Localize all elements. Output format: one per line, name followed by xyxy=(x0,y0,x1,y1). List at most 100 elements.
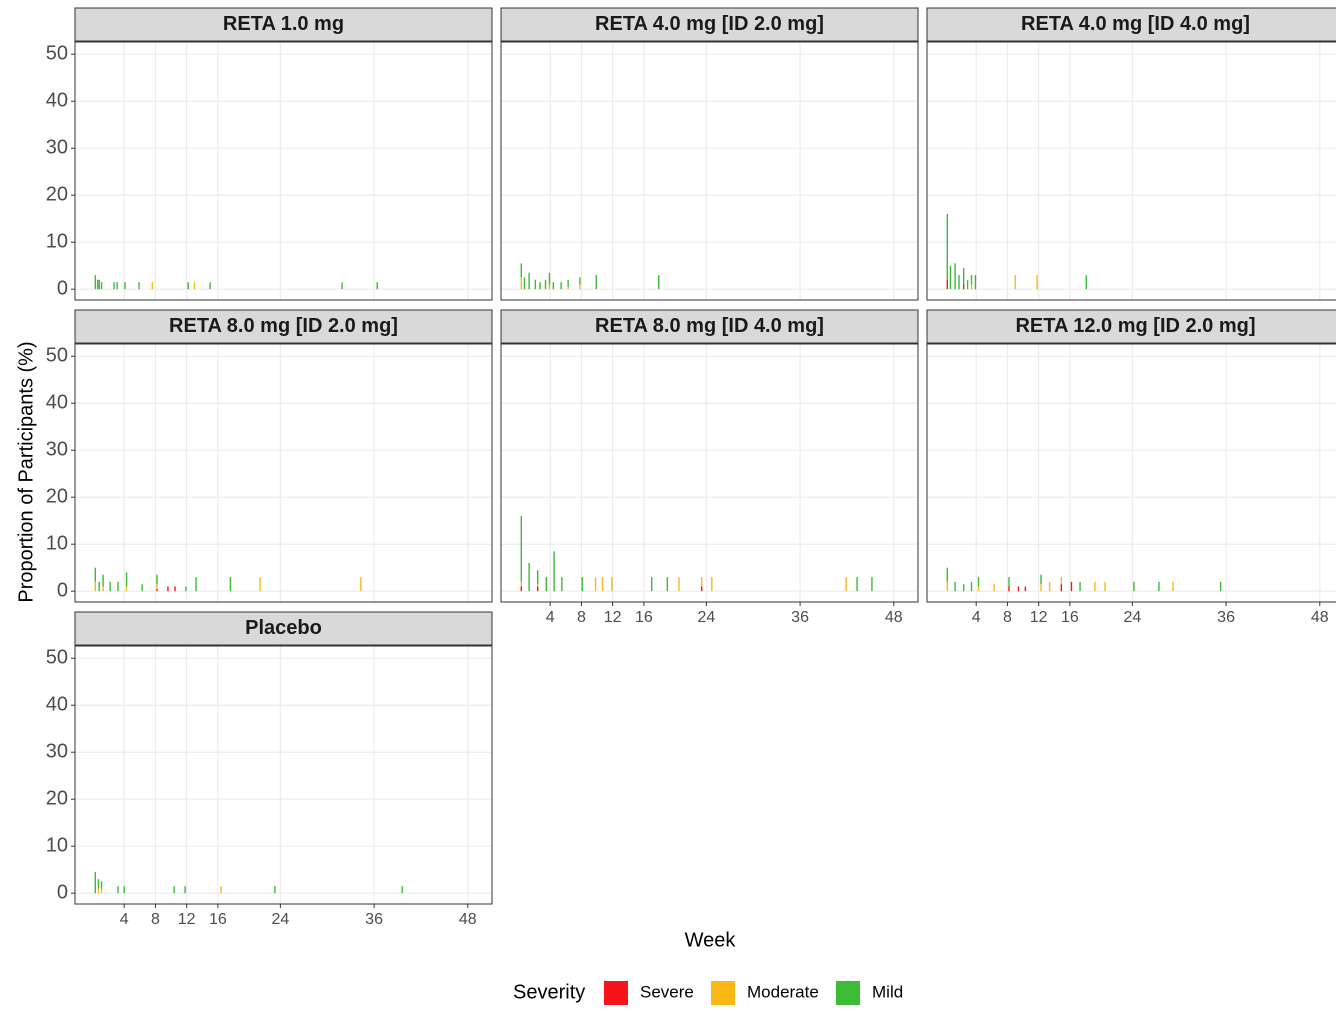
bar-segment xyxy=(109,581,111,592)
strip xyxy=(926,7,1336,42)
bar-segment xyxy=(98,581,100,592)
bar-segment xyxy=(1070,581,1073,592)
bar-segment xyxy=(700,577,703,587)
bar-segment xyxy=(100,282,103,290)
y-tick-label: 10 xyxy=(46,230,68,252)
bar-segment xyxy=(520,516,523,582)
bar-segment xyxy=(209,282,211,290)
y-tick-label: 20 xyxy=(46,183,68,205)
bar-segment xyxy=(96,279,99,290)
bar-segment xyxy=(537,584,539,587)
bar-segment xyxy=(138,282,140,290)
x-tick-label: 12 xyxy=(604,609,622,626)
bar-segment xyxy=(195,577,197,592)
bar-segment xyxy=(966,279,969,290)
panel-border xyxy=(74,41,493,301)
bar-segment xyxy=(579,277,581,285)
bar-segment xyxy=(1133,581,1135,592)
bar-segment xyxy=(954,263,956,290)
y-tick-label: 20 xyxy=(46,787,68,809)
y-tick-label: 50 xyxy=(46,646,68,668)
bar-segment xyxy=(117,886,119,894)
bar-segment xyxy=(1024,586,1027,592)
legend-swatch xyxy=(604,981,628,1005)
bar-segment xyxy=(658,275,660,290)
bar-segment xyxy=(711,577,713,592)
bar-segment xyxy=(595,275,597,290)
bar-segment xyxy=(376,282,378,290)
bar-segment xyxy=(579,284,581,290)
bar-segment xyxy=(341,282,343,290)
bar-segment xyxy=(970,284,973,290)
bar-segment xyxy=(1158,581,1160,592)
panel-title: RETA 4.0 mg [ID 2.0 mg] xyxy=(595,13,824,35)
panel-bg xyxy=(501,42,918,300)
bar-segment xyxy=(651,577,653,592)
panel-bg xyxy=(75,646,492,904)
bar-segment xyxy=(977,577,980,587)
bar-segment xyxy=(548,284,551,290)
bar-segment xyxy=(993,584,995,592)
bar-segment xyxy=(1048,581,1051,592)
y-tick-label: 50 xyxy=(46,344,68,366)
x-tick-label: 24 xyxy=(1123,609,1141,626)
bar-segment xyxy=(116,282,118,290)
bar-segment xyxy=(125,572,128,587)
bar-segment xyxy=(520,263,523,278)
bar-segment xyxy=(581,577,583,592)
bar-segment xyxy=(963,268,965,285)
x-tick-label: 4 xyxy=(972,609,981,626)
x-tick-label: 24 xyxy=(271,911,289,928)
bar-segment xyxy=(611,577,613,592)
panel-border xyxy=(500,41,919,301)
bar-segment xyxy=(100,881,103,889)
x-tick-label: 16 xyxy=(1061,609,1079,626)
bar-segment xyxy=(949,265,952,290)
y-tick-label: 30 xyxy=(46,740,68,762)
bar-segment xyxy=(141,584,143,592)
panel-border xyxy=(926,41,1336,301)
bar-segment xyxy=(1094,581,1096,592)
bar-segment xyxy=(94,872,97,894)
x-tick-label: 36 xyxy=(365,911,383,928)
bar-segment xyxy=(977,586,980,592)
bar-segment xyxy=(156,574,158,585)
bar-segment xyxy=(1036,275,1038,290)
bar-segment xyxy=(963,584,965,592)
bar-segment xyxy=(970,275,973,285)
bar-segment xyxy=(970,581,973,592)
bar-segment xyxy=(537,586,539,592)
bar-segment xyxy=(97,879,100,889)
x-tick-label: 48 xyxy=(885,609,903,626)
bar-segment xyxy=(520,277,523,290)
strip xyxy=(74,7,493,42)
panel-bg xyxy=(75,344,492,602)
y-axis-label: Proportion of Participants (%) xyxy=(15,341,37,602)
bar-segment xyxy=(1040,574,1042,585)
y-tick-label: 0 xyxy=(57,277,68,299)
bar-segment xyxy=(124,282,126,290)
y-tick-label: 10 xyxy=(46,834,68,856)
legend-label: Severe xyxy=(640,982,694,1001)
bar-segment xyxy=(678,577,680,592)
y-tick-label: 0 xyxy=(57,881,68,903)
bar-segment xyxy=(167,586,169,592)
bar-segment xyxy=(946,567,949,582)
bar-segment xyxy=(601,577,604,592)
panel-title: RETA 8.0 mg [ID 2.0 mg] xyxy=(169,315,398,337)
strip xyxy=(74,309,493,344)
panel-border xyxy=(926,343,1336,603)
bar-segment xyxy=(700,586,703,592)
bar-segment xyxy=(100,888,103,894)
bar-segment xyxy=(871,577,873,592)
bar-segment xyxy=(946,214,949,280)
bar-segment xyxy=(552,282,555,290)
bar-segment xyxy=(102,574,104,587)
bar-segment xyxy=(1040,584,1042,592)
x-tick-label: 48 xyxy=(1311,609,1329,626)
bar-segment xyxy=(666,577,669,592)
x-tick-label: 4 xyxy=(546,609,555,626)
bar-segment xyxy=(963,284,965,290)
bar-segment xyxy=(259,577,261,592)
bar-segment xyxy=(274,886,276,894)
